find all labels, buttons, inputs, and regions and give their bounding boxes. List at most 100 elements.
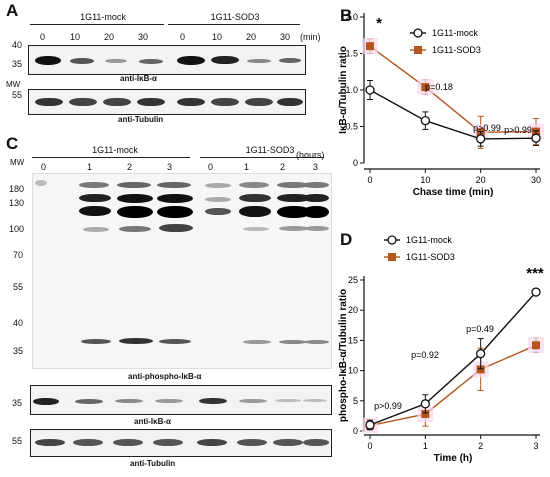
mw-marker: 55 <box>12 436 23 446</box>
chart-b: 0 0.5 1.0 1.5 2.0 0 10 20 30 Chase time (min) IκB-… <box>338 12 544 198</box>
blot-tubulin-a <box>28 89 306 115</box>
annotation: p>0.99 <box>374 401 402 411</box>
time-label: 3 <box>313 162 319 172</box>
data-point-mock <box>531 133 541 143</box>
group-bar-sod3-c <box>200 157 324 158</box>
time-label: 30 <box>280 32 291 42</box>
data-point-sod3 <box>421 83 430 92</box>
y-axis-title: phospho-IκB-α/Tubulin ratio <box>338 289 349 422</box>
mw-marker: 35 <box>12 398 23 408</box>
data-point-sod3 <box>421 410 430 419</box>
blot-label-tubulin-a: anti-Tubulin <box>118 115 164 124</box>
x-tick-label: 20 <box>476 175 486 185</box>
x-tick-label: 0 <box>367 175 372 185</box>
mw-marker: 180 <box>9 184 25 194</box>
y-tick-label: 1.0 <box>345 85 358 95</box>
data-point-mock <box>420 399 430 409</box>
y-tick-label: 15 <box>348 335 358 345</box>
group-label-mock-a: 1G11-mock <box>80 12 126 22</box>
time-label: 30 <box>138 32 149 42</box>
annotation: p=0.18 <box>425 82 453 92</box>
annotation: p=0.92 <box>411 350 439 360</box>
annotation: p>0.99 <box>504 125 532 135</box>
mw-marker: 100 <box>9 224 25 234</box>
time-label: 1 <box>87 162 93 172</box>
y-tick-label: 0 <box>353 426 358 436</box>
panel-label-a: A <box>6 1 19 20</box>
data-point-sod3 <box>476 365 485 374</box>
data-point-sod3 <box>366 42 374 51</box>
series-line-sod3 <box>369 344 537 427</box>
x-axis-title: Time (h) <box>434 453 473 464</box>
panel-label-c: C <box>6 134 19 153</box>
group-bar-sod3-a <box>168 24 300 25</box>
x-tick-label: 1 <box>423 441 428 451</box>
blot-label-phospho-ikb-c: anti-phospho-IκB-α <box>128 372 202 381</box>
mw-label: MW <box>10 158 25 167</box>
mw-marker: 70 <box>13 250 24 260</box>
legend-marker-mock <box>413 28 423 38</box>
group-label-sod3-a: 1G11-SOD3 <box>210 12 260 22</box>
time-label: 0 <box>41 162 47 172</box>
time-label: 0 <box>180 32 186 42</box>
mw-label: MW <box>6 80 21 89</box>
x-tick-label: 3 <box>533 441 538 451</box>
time-label: 10 <box>70 32 81 42</box>
annotation: *** <box>526 265 544 282</box>
series-line-mock <box>369 291 537 426</box>
blot-label-ikb-a: anti-IκB-α <box>120 74 157 83</box>
x-tick-label: 0 <box>367 441 372 451</box>
mw-marker: 40 <box>13 318 24 328</box>
time-unit-label: (min) <box>300 32 321 42</box>
time-label: 0 <box>40 32 46 42</box>
time-label: 2 <box>280 162 286 172</box>
legend-label: 1G11-mock <box>432 28 478 38</box>
blot-label-tubulin-c: anti-Tubulin <box>130 459 176 468</box>
group-bar-mock-a <box>30 24 164 25</box>
time-label: 2 <box>127 162 133 172</box>
mw-marker: 55 <box>13 282 24 292</box>
annotation: p>0.99 <box>473 123 501 133</box>
legend-marker-mock <box>387 235 397 245</box>
data-point-sod3 <box>532 341 540 350</box>
y-tick-label: 20 <box>348 305 358 315</box>
x-tick-label: 30 <box>531 175 541 185</box>
y-axis-title: IκB-α/Tubulin ratio <box>338 46 349 134</box>
mw-marker: 35 <box>12 59 23 69</box>
mw-marker: 130 <box>9 198 25 208</box>
time-unit-label: (hours) <box>296 150 325 160</box>
legend-marker-sod3 <box>414 46 422 54</box>
data-point-mock <box>531 287 541 297</box>
x-tick-label: 10 <box>420 175 430 185</box>
annotation: * <box>376 15 382 32</box>
time-label: 3 <box>167 162 173 172</box>
legend-label: 1G11-mock <box>406 235 452 245</box>
y-tick-label: 5 <box>353 396 358 406</box>
x-axis-title: Chase time (min) <box>413 187 494 198</box>
blot-phospho-ikb-c <box>32 173 332 369</box>
group-label-mock-c: 1G11-mock <box>92 145 138 155</box>
group-label-sod3-c: 1G11-SOD3 <box>245 145 295 155</box>
series-line-sod3 <box>369 45 537 134</box>
time-label: 1 <box>244 162 250 172</box>
blot-tubulin-c <box>30 429 332 457</box>
mw-marker: 55 <box>12 90 23 100</box>
legend-label: 1G11-SOD3 <box>406 252 455 262</box>
data-point-mock <box>476 349 486 359</box>
data-point-mock <box>476 134 486 144</box>
data-point-mock <box>365 420 375 430</box>
legend-label: 1G11-SOD3 <box>432 45 481 55</box>
series-line-mock <box>369 89 537 140</box>
panel-label-b: B <box>340 6 353 25</box>
y-tick-label: 1.5 <box>345 49 358 59</box>
blot-ikb-a <box>28 45 306 75</box>
legend-marker-sod3 <box>388 253 396 261</box>
annotation: p=0.49 <box>466 324 494 334</box>
data-point-mock <box>365 85 375 95</box>
group-bar-mock-c <box>32 157 190 158</box>
y-tick-label: 0 <box>353 158 358 168</box>
chart-d: 0 5 10 15 20 25 0 1 2 3 Time (h) phospho-IκB-α/Tubu… <box>338 235 544 464</box>
y-tick-label: 25 <box>348 275 358 285</box>
y-tick-label: 10 <box>348 366 358 376</box>
blot-label-ikb-c: anti-IκB-α <box>134 417 171 426</box>
